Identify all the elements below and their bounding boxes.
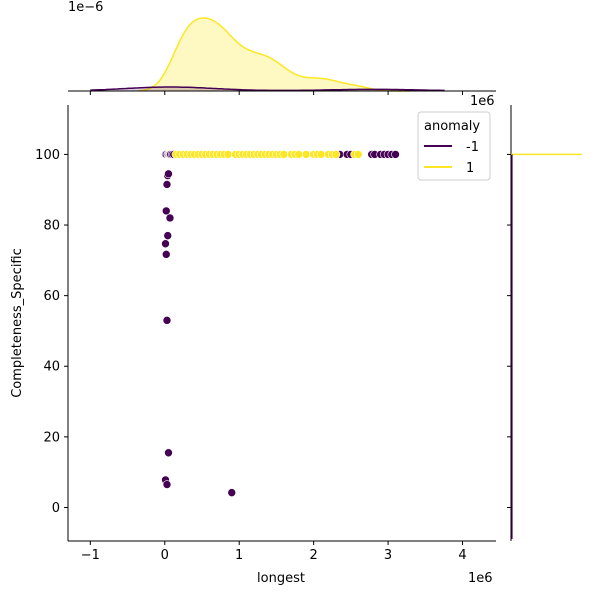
right-marginal-kde: 1e6 bbox=[470, 94, 582, 541]
legend-title: anomaly bbox=[424, 119, 480, 134]
right-scale-label: 1e6 bbox=[470, 94, 495, 109]
x-axis-label: longest bbox=[257, 571, 305, 586]
legend-label-neg1: -1 bbox=[466, 140, 479, 155]
x-tick-label: 4 bbox=[458, 548, 466, 563]
point-anomaly-neg1 bbox=[165, 213, 175, 223]
point-anomaly-1 bbox=[279, 150, 289, 159]
point-anomaly-1 bbox=[301, 150, 311, 159]
y-tick-label: 60 bbox=[43, 289, 60, 304]
top-marginal-ticks bbox=[89, 91, 464, 95]
point-anomaly-neg1 bbox=[161, 206, 171, 216]
point-anomaly-neg1 bbox=[161, 250, 171, 259]
y-tick-label: 0 bbox=[52, 501, 60, 516]
legend-box bbox=[417, 111, 491, 181]
legend-label-1: 1 bbox=[466, 161, 474, 176]
point-anomaly-neg1 bbox=[163, 231, 173, 240]
point-anomaly-neg1 bbox=[164, 448, 173, 458]
kde-density-anomaly-1-line bbox=[138, 17, 410, 92]
y-axis-ticks: 0 20 40 60 80 100 bbox=[35, 148, 68, 516]
point-anomaly-1 bbox=[294, 150, 304, 159]
main-axes: −1 0 1 2 3 4 0 20 40 60 80 100 longest Completenes… bbox=[10, 105, 496, 586]
point-anomaly-neg1 bbox=[161, 239, 170, 249]
scatter-points bbox=[161, 150, 400, 497]
kde-density-anomaly-neg1-line bbox=[90, 86, 445, 92]
y-tick-label: 40 bbox=[43, 360, 60, 375]
y-tick-label: 100 bbox=[35, 148, 60, 163]
point-anomaly-neg1 bbox=[164, 169, 173, 179]
y-axis-label: Completeness_Specific bbox=[10, 248, 25, 398]
x-scale-label: 1e6 bbox=[468, 571, 493, 586]
x-tick-label: 0 bbox=[161, 548, 169, 563]
point-anomaly-neg1 bbox=[391, 150, 400, 159]
x-tick-label: 2 bbox=[309, 548, 317, 563]
y-tick-label: 80 bbox=[43, 219, 60, 234]
y-tick-label: 20 bbox=[43, 430, 60, 445]
point-anomaly-1 bbox=[316, 150, 326, 159]
point-anomaly-neg1 bbox=[162, 316, 172, 325]
right-marginal-ticks bbox=[507, 153, 511, 508]
point-anomaly-neg1 bbox=[227, 488, 237, 497]
point-anomaly-neg1 bbox=[162, 480, 172, 489]
point-anomaly-1 bbox=[223, 150, 233, 159]
kde-density-anomaly-1-fill bbox=[138, 18, 410, 91]
x-tick-label: 1 bbox=[235, 548, 243, 563]
point-anomaly-neg1 bbox=[162, 180, 172, 189]
point-anomaly-1 bbox=[353, 150, 363, 159]
x-tick-label: −1 bbox=[81, 548, 100, 563]
legend: anomaly -1 1 bbox=[417, 111, 491, 181]
point-anomaly-1 bbox=[331, 150, 341, 159]
top-marginal-kde: 1e−6 bbox=[68, 0, 496, 95]
x-tick-label: 3 bbox=[384, 548, 392, 563]
top-scale-label: 1e−6 bbox=[68, 0, 103, 15]
x-axis-ticks: −1 0 1 2 3 4 bbox=[81, 541, 467, 563]
